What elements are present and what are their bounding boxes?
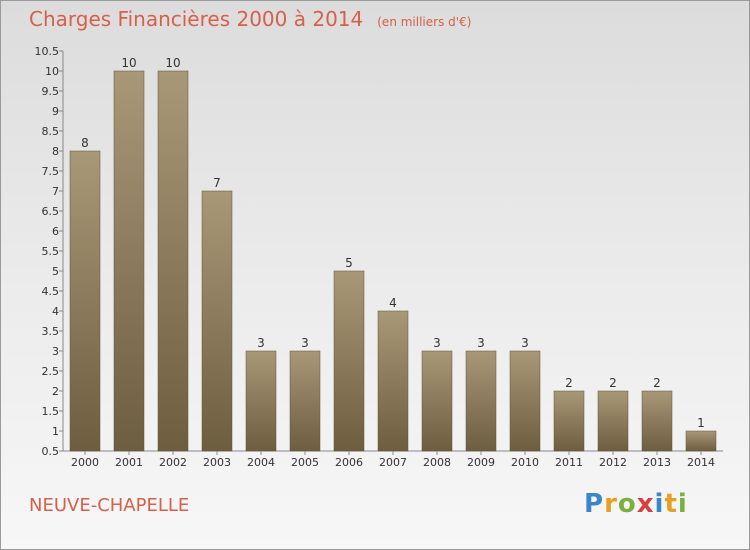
bar — [465, 350, 497, 452]
x-tick-label: 2005 — [291, 456, 319, 469]
logo-letter: o — [617, 489, 637, 519]
bar — [377, 310, 409, 452]
bar-value-label: 2 — [609, 376, 617, 390]
logo-letter: i — [677, 489, 688, 519]
x-tick-label: 2008 — [423, 456, 451, 469]
logo-letter: x — [636, 489, 655, 519]
commune-name: NEUVE-CHAPELLE — [29, 495, 190, 516]
bar — [245, 350, 277, 452]
bar — [333, 270, 365, 452]
bar-value-label: 10 — [121, 56, 136, 70]
y-tick-label: 5 — [52, 265, 59, 278]
y-tick-label: 4.5 — [42, 285, 60, 298]
bar-value-label: 3 — [433, 336, 441, 350]
bar-value-label: 1 — [697, 416, 705, 430]
bar — [553, 390, 585, 452]
x-tick-label: 2004 — [247, 456, 275, 469]
bar — [289, 350, 321, 452]
y-tick-label: 6.5 — [42, 205, 60, 218]
chart-bars: 8 10 10 7 3 3 5 4 3 3 3 2 2 2 1 — [69, 56, 717, 452]
y-tick-label: 4 — [52, 305, 59, 318]
x-tick-label: 2006 — [335, 456, 363, 469]
bar-value-label: 7 — [213, 176, 221, 190]
logo-letter: P — [584, 489, 605, 519]
chart-ticks: 0.5 1 1.5 2 2.5 3 3.5 4 4.5 5 5.5 6 6.5 7 7.5 8 8.5 9 9.5 1… — [35, 45, 716, 469]
bar — [597, 390, 629, 452]
bar-value-label: 2 — [653, 376, 661, 390]
bar-value-label: 8 — [81, 136, 89, 150]
bar-value-label: 4 — [389, 296, 397, 310]
y-tick-label: 1.5 — [42, 405, 60, 418]
bar-value-label: 3 — [257, 336, 265, 350]
bar-value-label: 3 — [301, 336, 309, 350]
x-tick-label: 2000 — [71, 456, 99, 469]
y-tick-label: 9.5 — [42, 85, 60, 98]
bar — [685, 430, 717, 452]
x-tick-label: 2012 — [599, 456, 627, 469]
bar — [421, 350, 453, 452]
x-tick-label: 2007 — [379, 456, 407, 469]
y-tick-label: 0.5 — [42, 445, 60, 458]
bar — [201, 190, 233, 452]
chart-title-block: Charges Financières 2000 à 2014 (en milli… — [29, 7, 471, 31]
y-tick-label: 1 — [52, 425, 59, 438]
y-tick-label: 2.5 — [42, 365, 60, 378]
bar — [157, 70, 189, 452]
y-tick-label: 8.5 — [42, 125, 60, 138]
x-tick-label: 2003 — [203, 456, 231, 469]
x-tick-label: 2001 — [115, 456, 143, 469]
chart-subtitle: (en milliers d'€) — [377, 15, 472, 29]
proxiti-logo: Proxiti — [584, 489, 688, 519]
y-tick-label: 5.5 — [42, 245, 60, 258]
bar — [69, 150, 101, 452]
y-tick-label: 3 — [52, 345, 59, 358]
chart-title: Charges Financières 2000 à 2014 — [29, 7, 364, 31]
y-tick-label: 7 — [52, 185, 59, 198]
x-tick-label: 2014 — [687, 456, 715, 469]
x-tick-label: 2011 — [555, 456, 583, 469]
y-tick-label: 8 — [52, 145, 59, 158]
logo-letter: r — [604, 489, 618, 519]
y-tick-label: 10 — [45, 65, 59, 78]
logo-letter: t — [664, 489, 678, 519]
y-tick-label: 9 — [52, 105, 59, 118]
bar-value-label: 3 — [521, 336, 529, 350]
bar-value-label: 5 — [345, 256, 353, 270]
y-tick-label: 7.5 — [42, 165, 60, 178]
y-tick-label: 2 — [52, 385, 59, 398]
bar — [113, 70, 145, 452]
bar-value-label: 3 — [477, 336, 485, 350]
bar — [509, 350, 541, 452]
y-tick-label: 6 — [52, 225, 59, 238]
y-tick-label: 3.5 — [42, 325, 60, 338]
logo-letter: i — [654, 489, 665, 519]
y-tick-label: 10.5 — [35, 45, 60, 58]
bar — [641, 390, 673, 452]
bar-value-label: 2 — [565, 376, 573, 390]
x-tick-label: 2010 — [511, 456, 539, 469]
x-tick-label: 2009 — [467, 456, 495, 469]
x-tick-label: 2013 — [643, 456, 671, 469]
bar-value-label: 10 — [165, 56, 180, 70]
x-tick-label: 2002 — [159, 456, 187, 469]
